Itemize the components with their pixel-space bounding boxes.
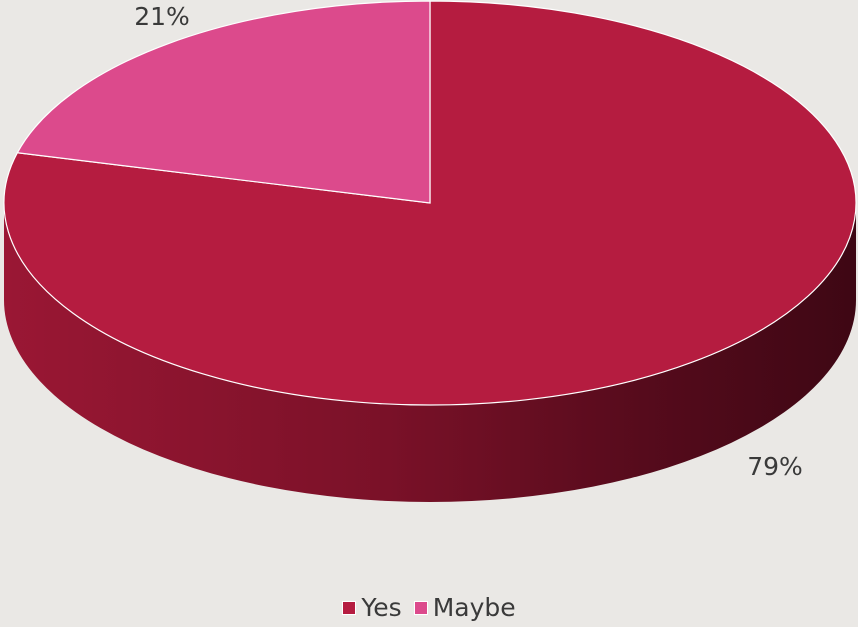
legend-item-yes: Yes [342, 593, 402, 622]
data-label-yes: 79% [747, 452, 803, 481]
legend-swatch-maybe [413, 600, 428, 615]
legend-label-maybe: Maybe [432, 593, 516, 622]
legend-label-yes: Yes [361, 593, 402, 622]
legend-item-maybe: Maybe [413, 593, 516, 622]
data-label-maybe: 21% [134, 2, 190, 31]
slice-maybe [16, 0, 431, 204]
chart-legend: Yes Maybe [0, 593, 858, 622]
legend-swatch-yes [342, 600, 357, 615]
slice-yes-side [4, 203, 856, 502]
